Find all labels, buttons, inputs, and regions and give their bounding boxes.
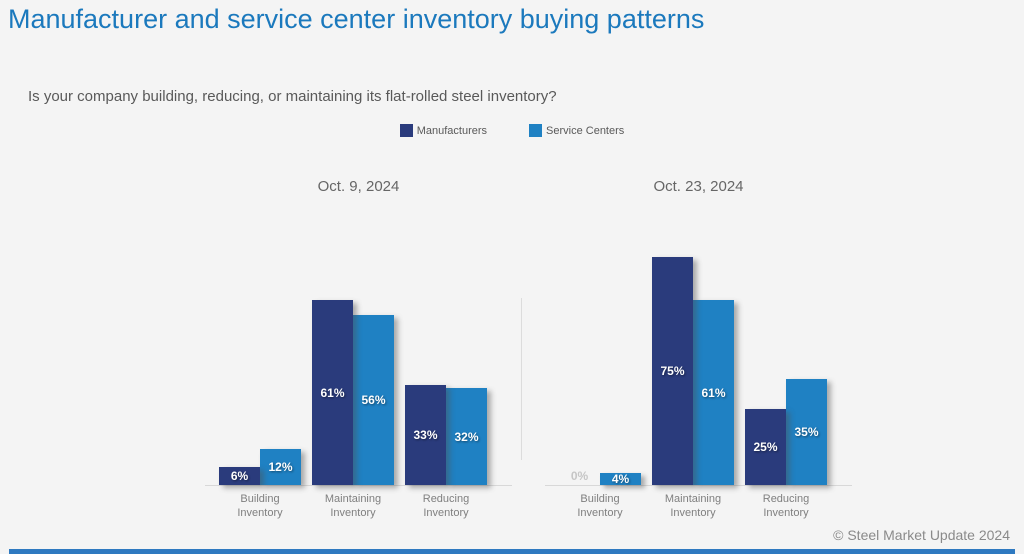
legend-label: Service Centers — [546, 124, 625, 137]
bar-value-label: 35% — [794, 425, 819, 439]
bar-service-centers: 61% — [693, 300, 734, 485]
bar-value-label: 12% — [268, 460, 293, 474]
bar-slot-service-centers: 35% — [786, 379, 827, 485]
legend-label: Manufacturers — [416, 124, 488, 137]
bar-service-centers: 4% — [600, 472, 641, 486]
category-label: Maintaining Inventory — [664, 493, 722, 520]
bar-manufacturers: 61% — [312, 300, 353, 485]
bar-group: 75% 61% — [652, 257, 734, 485]
bar-service-centers: 32% — [446, 388, 487, 485]
panel-divider — [521, 298, 522, 460]
bar-group: 6% 12% — [219, 449, 301, 485]
legend-swatch-icon — [399, 124, 413, 137]
bar-value-label: 4% — [611, 472, 630, 486]
bar-manufacturers: 75% — [652, 257, 693, 485]
survey-question: Is your company building, reducing, or m… — [28, 88, 557, 105]
category-label: Maintaining Inventory — [324, 493, 382, 520]
chart-panel-oct-23: Oct. 23, 2024 0% 4% 75% 61% 25% 35% Building … — [545, 170, 852, 519]
bar-slot-service-centers: 12% — [260, 449, 301, 485]
bar-slot-manufacturers: 61% — [312, 300, 353, 485]
bar-manufacturers: 25% — [745, 409, 786, 485]
bar-value-label: 32% — [454, 429, 479, 444]
bar-service-centers: 35% — [786, 379, 827, 485]
bar-slot-service-centers: 56% — [353, 315, 394, 485]
category-label: Building Inventory — [237, 493, 283, 520]
bar-slot-service-centers: 32% — [446, 388, 487, 485]
category-label: Reducing Inventory — [762, 493, 810, 520]
bar-group: 33% 32% — [405, 385, 487, 485]
bar-service-centers: 56% — [353, 315, 394, 485]
chart-legend: Manufacturers Service Centers — [0, 124, 1024, 137]
bar-manufacturers: 6% — [219, 467, 260, 485]
bar-service-centers: 12% — [260, 449, 301, 485]
bar-slot-service-centers: 61% — [693, 300, 734, 485]
bar-manufacturers: 33% — [405, 385, 446, 485]
chart-panel-title: Oct. 23, 2024 — [653, 178, 744, 195]
bar-slot-manufacturers: 33% — [405, 385, 446, 485]
bar-value-label: 25% — [753, 440, 778, 454]
bar-value-label-zero: 0% — [570, 469, 589, 483]
bar-slot-manufacturers: 75% — [652, 257, 693, 485]
bar-value-label: 56% — [361, 393, 386, 407]
legend-item: Service Centers — [529, 124, 624, 137]
bar-value-label: 6% — [230, 469, 249, 483]
legend-swatch-icon — [529, 124, 543, 137]
chart-panel-title: Oct. 9, 2024 — [317, 178, 400, 195]
category-label: Building Inventory — [577, 493, 623, 520]
bar-value-label: 61% — [701, 385, 726, 400]
bar-group: 25% 35% — [745, 379, 827, 485]
chart-panel-oct-9: Oct. 9, 2024 6% 12% 61% 56% 33% 32% Building … — [205, 170, 512, 519]
bar-value-label: 61% — [320, 385, 345, 400]
category-label: Reducing Inventory — [422, 493, 470, 520]
bar-group: 61% 56% — [312, 300, 394, 485]
category-labels: Building Inventory Maintaining Inventory R… — [545, 492, 852, 521]
legend-item: Manufacturers — [399, 124, 488, 137]
bar-value-label: 75% — [660, 364, 685, 378]
bottom-accent-bar — [9, 549, 1015, 554]
copyright-notice: © Steel Market Update 2024 — [833, 527, 1010, 543]
bar-group: 0% 4% — [559, 469, 641, 486]
bar-value-label: 33% — [413, 428, 438, 442]
category-labels: Building Inventory Maintaining Inventory R… — [205, 492, 512, 521]
bar-plot: 0% 4% 75% 61% 25% 35% — [545, 245, 852, 486]
bar-plot: 6% 12% 61% 56% 33% 32% — [205, 245, 512, 486]
bar-slot-manufacturers: 6% — [219, 467, 260, 485]
bar-slot-manufacturers: 25% — [745, 409, 786, 485]
bar-slot-service-centers: 4% — [600, 472, 641, 486]
page-title: Manufacturer and service center inventor… — [8, 4, 705, 34]
